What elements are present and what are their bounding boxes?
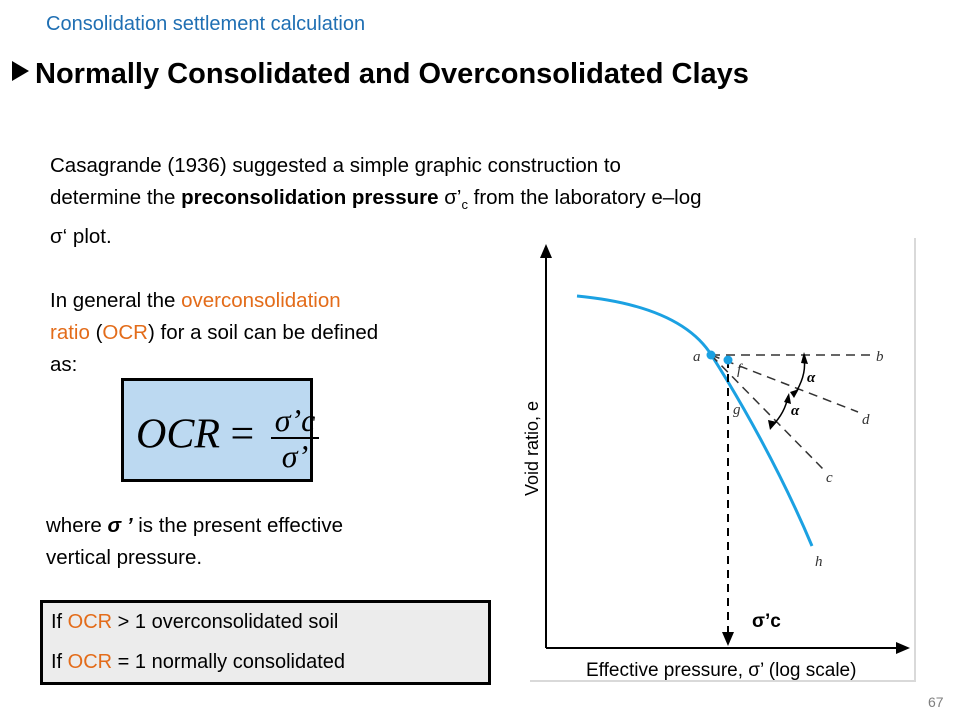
condition-text: If bbox=[51, 611, 68, 633]
bullet-arrow-icon bbox=[12, 61, 29, 81]
sigma-symbol: σ‘ bbox=[50, 225, 68, 249]
intro-line-1: Casagrande (1936) suggested a simple gra… bbox=[50, 154, 621, 177]
intro-text: determine the bbox=[50, 186, 182, 209]
label-a: a bbox=[693, 349, 701, 365]
where-line-2: vertical pressure. bbox=[46, 546, 203, 569]
alpha-arrow-icon bbox=[801, 352, 808, 364]
alpha-arrow-icon bbox=[768, 420, 777, 430]
label-d: d bbox=[862, 412, 870, 428]
sigma-symbol: σ’ bbox=[444, 186, 462, 209]
where-text: is the present effective bbox=[132, 514, 343, 537]
label-alpha-2: α bbox=[791, 403, 800, 419]
ocr-formula-box: OCR = σ’c σ’ bbox=[121, 378, 320, 482]
line-ad bbox=[710, 354, 859, 413]
ocr-text: ) for a soil can be defined bbox=[147, 321, 379, 344]
formula-equals: = bbox=[220, 411, 265, 458]
label-h: h bbox=[815, 554, 823, 570]
formula-denominator: σ’ bbox=[281, 438, 309, 474]
ocr-line-1: In general the overconsolidation bbox=[50, 285, 470, 317]
casagrande-diagram-area bbox=[530, 238, 916, 682]
formula-fraction: σ’c σ’ bbox=[270, 403, 320, 474]
intro-line-3: σ‘ plot. bbox=[50, 221, 702, 253]
sigma-subscript: c bbox=[461, 197, 468, 213]
preconsolidation-pressure-label: σ’c bbox=[752, 611, 781, 632]
sigma-symbol: σ ’ bbox=[107, 514, 133, 537]
condition-normally-consolidated: If OCR = 1 normally consolidated bbox=[51, 651, 345, 674]
ocr-term: overconsolidation bbox=[181, 289, 341, 312]
y-axis-arrow-icon bbox=[540, 244, 552, 258]
intro-text: from the laboratory e–log bbox=[467, 186, 702, 209]
ocr-conditions-box: If OCR > 1 overconsolidated soil If OCR … bbox=[40, 600, 491, 685]
condition-abbr: OCR bbox=[67, 651, 113, 673]
y-axis-label: Void ratio, e bbox=[522, 400, 542, 496]
ocr-term: ratio bbox=[50, 321, 90, 344]
condition-text: = 1 normally consolidated bbox=[112, 651, 346, 673]
ocr-text: In general the bbox=[50, 289, 182, 312]
label-c: c bbox=[826, 470, 833, 486]
slide-subtitle: Consolidation settlement calculation bbox=[46, 13, 366, 35]
x-axis-arrow-icon bbox=[896, 642, 910, 654]
ocr-definition: In general the overconsolidation ratio (… bbox=[50, 285, 470, 381]
condition-text: > 1 overconsolidated soil bbox=[112, 611, 339, 633]
condition-abbr: OCR bbox=[67, 611, 113, 633]
intro-paragraph: Casagrande (1936) suggested a simple gra… bbox=[50, 150, 702, 253]
preconsolidation-arrow-icon bbox=[722, 632, 734, 646]
label-f: f bbox=[737, 362, 743, 378]
label-alpha-1: α bbox=[807, 370, 816, 386]
label-b: b bbox=[876, 349, 884, 365]
where-line-1: where σ ’ is the present effective bbox=[46, 510, 343, 542]
x-axis-label: Effective pressure, σ’ (log scale) bbox=[586, 660, 857, 681]
ocr-line-3: as: bbox=[50, 353, 78, 376]
line-ac bbox=[710, 354, 825, 471]
condition-overconsolidated: If OCR > 1 overconsolidated soil bbox=[51, 611, 338, 634]
alpha-arrow-icon bbox=[784, 393, 791, 404]
slide-title-text: Normally Consolidated and Overconsolidat… bbox=[35, 58, 749, 90]
ocr-text: ( bbox=[89, 321, 103, 344]
slide-title: Normally Consolidated and Overconsolidat… bbox=[12, 58, 749, 91]
point-f-marker bbox=[723, 355, 733, 365]
page-number: 67 bbox=[928, 694, 944, 710]
point-a-marker bbox=[706, 350, 716, 360]
condition-text: If bbox=[51, 651, 68, 673]
preconsolidation-term: preconsolidation pressure bbox=[181, 186, 445, 209]
where-note: where σ ’ is the present effective verti… bbox=[46, 510, 343, 574]
where-text: where bbox=[46, 514, 108, 537]
ocr-formula: OCR = σ’c σ’ bbox=[136, 403, 320, 474]
formula-lhs: OCR bbox=[136, 411, 220, 458]
alpha-arrow-icon bbox=[790, 389, 799, 398]
label-g: g bbox=[733, 402, 741, 418]
ocr-abbr: OCR bbox=[102, 321, 148, 344]
ocr-line-2: ratio (OCR) for a soil can be defined bbox=[50, 317, 470, 349]
intro-text: plot. bbox=[67, 225, 112, 249]
formula-numerator: σ’c bbox=[270, 403, 320, 439]
intro-line-2: determine the preconsolidation pressure … bbox=[50, 182, 702, 221]
